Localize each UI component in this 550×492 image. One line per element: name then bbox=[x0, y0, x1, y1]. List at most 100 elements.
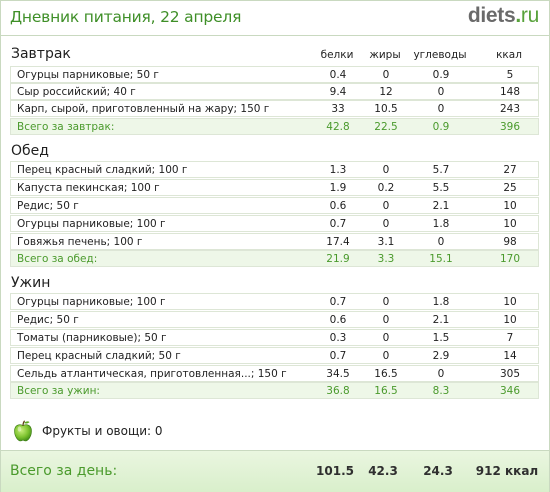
protein-value: 0.6 bbox=[329, 314, 347, 326]
kcal-value: 98 bbox=[503, 236, 517, 248]
fat-total: 22.5 bbox=[374, 121, 398, 133]
food-name: Огурцы парниковые; 100 г bbox=[17, 218, 166, 230]
total-label: Всего за ужин: bbox=[17, 385, 100, 397]
kcal-value: 243 bbox=[499, 103, 521, 115]
column-protein: белки bbox=[320, 49, 354, 61]
protein-value: 1.9 bbox=[329, 182, 347, 194]
carbs-value: 2.9 bbox=[432, 350, 450, 362]
food-row[interactable]: Карп, сырой, приготовленный на жару; 150… bbox=[10, 100, 539, 117]
food-row[interactable]: Редис; 50 г 0.6 0 2.1 10 bbox=[10, 197, 539, 214]
logo-tld: ru bbox=[520, 4, 539, 27]
fat-value: 0.2 bbox=[377, 182, 395, 194]
kcal-value: 148 bbox=[499, 86, 521, 98]
protein-value: 33 bbox=[331, 103, 345, 115]
food-name: Перец красный сладкий; 100 г bbox=[17, 164, 188, 176]
kcal-value: 27 bbox=[503, 164, 517, 176]
fruits-vegetables-label: Фрукты и овощи: 0 bbox=[42, 424, 163, 438]
protein-value: 0.7 bbox=[329, 350, 347, 362]
section-title-dinner: Ужин bbox=[11, 275, 51, 291]
food-name: Говяжья печень; 100 г bbox=[17, 236, 143, 248]
fat-value: 0 bbox=[382, 350, 390, 362]
carbs-total: 8.3 bbox=[432, 385, 450, 397]
protein-value: 17.4 bbox=[326, 236, 350, 248]
food-row[interactable]: Редис; 50 г 0.6 0 2.1 10 bbox=[10, 311, 539, 328]
protein-value: 34.5 bbox=[326, 368, 350, 380]
protein-value: 0.3 bbox=[329, 332, 347, 344]
food-name: Капуста пекинская; 100 г bbox=[17, 182, 160, 194]
carbs-value: 0 bbox=[437, 236, 445, 248]
protein-value: 0.7 bbox=[329, 296, 347, 308]
fat-value: 0 bbox=[382, 314, 390, 326]
section-title-breakfast: Завтрак bbox=[11, 46, 71, 62]
food-row[interactable]: Перец красный сладкий; 50 г 0.7 0 2.9 14 bbox=[10, 347, 539, 364]
kcal-total: 170 bbox=[499, 253, 521, 265]
carbs-value: 0 bbox=[437, 86, 445, 98]
section-total-row: Всего за завтрак: 42.8 22.5 0.9 396 bbox=[10, 118, 539, 135]
carbs-value: 2.1 bbox=[432, 200, 450, 212]
section-total-row: Всего за обед: 21.9 3.3 15.1 170 bbox=[10, 250, 539, 267]
carbs-value: 5.5 bbox=[432, 182, 450, 194]
day-fat-total: 42.3 bbox=[368, 464, 398, 478]
kcal-value: 10 bbox=[503, 314, 517, 326]
column-kcal: ккал bbox=[496, 49, 522, 61]
kcal-value: 10 bbox=[503, 296, 517, 308]
column-fat: жиры bbox=[369, 49, 401, 61]
protein-value: 1.3 bbox=[329, 164, 347, 176]
food-name: Сыр российский; 40 г bbox=[17, 86, 136, 98]
food-name: Редис; 50 г bbox=[17, 200, 79, 212]
protein-total: 36.8 bbox=[326, 385, 350, 397]
food-row[interactable]: Сыр российский; 40 г 9.4 12 0 148 bbox=[10, 83, 539, 100]
protein-value: 0.6 bbox=[329, 200, 347, 212]
food-name: Томаты (парниковые); 50 г bbox=[17, 332, 167, 344]
kcal-total: 346 bbox=[499, 385, 521, 397]
food-row[interactable]: Говяжья печень; 100 г 17.4 3.1 0 98 bbox=[10, 233, 539, 250]
total-label: Всего за обед: bbox=[17, 253, 98, 265]
carbs-value: 1.8 bbox=[432, 218, 450, 230]
kcal-value: 7 bbox=[506, 332, 514, 344]
section-title-lunch: Обед bbox=[11, 143, 49, 159]
protein-value: 9.4 bbox=[329, 86, 347, 98]
fat-value: 0 bbox=[382, 69, 390, 81]
carbs-value: 5.7 bbox=[432, 164, 450, 176]
day-carbs-total: 24.3 bbox=[423, 464, 453, 478]
food-name: Карп, сырой, приготовленный на жару; 150… bbox=[17, 103, 270, 115]
day-total-bar: Всего за день: 101.5 42.3 24.3 912 ккал bbox=[1, 450, 549, 492]
fat-value: 12 bbox=[379, 86, 393, 98]
kcal-value: 10 bbox=[503, 200, 517, 212]
protein-total: 21.9 bbox=[326, 253, 350, 265]
kcal-value: 305 bbox=[499, 368, 521, 380]
food-row[interactable]: Огурцы парниковые; 50 г 0.4 0 0.9 5 bbox=[10, 66, 539, 83]
fat-value: 16.5 bbox=[374, 368, 398, 380]
fat-value: 0 bbox=[382, 218, 390, 230]
apple-icon bbox=[14, 420, 32, 442]
carbs-value: 0 bbox=[437, 103, 445, 115]
fat-total: 16.5 bbox=[374, 385, 398, 397]
carbs-value: 2.1 bbox=[432, 314, 450, 326]
food-row[interactable]: Томаты (парниковые); 50 г 0.3 0 1.5 7 bbox=[10, 329, 539, 346]
fat-value: 0 bbox=[382, 296, 390, 308]
food-row[interactable]: Капуста пекинская; 100 г 1.9 0.2 5.5 25 bbox=[10, 179, 539, 196]
fat-value: 10.5 bbox=[374, 103, 398, 115]
header: Дневник питания, 22 апреля diets.ru bbox=[1, 1, 549, 36]
carbs-value: 0.9 bbox=[432, 69, 450, 81]
food-row[interactable]: Перец красный сладкий; 100 г 1.3 0 5.7 2… bbox=[10, 161, 539, 178]
food-row[interactable]: Сельдь атлантическая, приготовленная...;… bbox=[10, 365, 539, 382]
kcal-value: 10 bbox=[503, 218, 517, 230]
carbs-total: 0.9 bbox=[432, 121, 450, 133]
column-carbs: углеводы bbox=[413, 49, 467, 61]
kcal-value: 5 bbox=[506, 69, 514, 81]
day-total-label: Всего за день: bbox=[10, 463, 118, 479]
food-row[interactable]: Огурцы парниковые; 100 г 0.7 0 1.8 10 bbox=[10, 293, 539, 310]
site-logo[interactable]: diets.ru bbox=[468, 4, 539, 28]
food-name: Огурцы парниковые; 100 г bbox=[17, 296, 166, 308]
carbs-value: 1.8 bbox=[432, 296, 450, 308]
food-name: Редис; 50 г bbox=[17, 314, 79, 326]
day-kcal-total: 912 ккал bbox=[475, 464, 539, 478]
kcal-value: 14 bbox=[503, 350, 517, 362]
kcal-total: 396 bbox=[499, 121, 521, 133]
day-protein-total: 101.5 bbox=[316, 464, 354, 478]
total-label: Всего за завтрак: bbox=[17, 121, 115, 133]
food-row[interactable]: Огурцы парниковые; 100 г 0.7 0 1.8 10 bbox=[10, 215, 539, 232]
carbs-value: 0 bbox=[437, 368, 445, 380]
